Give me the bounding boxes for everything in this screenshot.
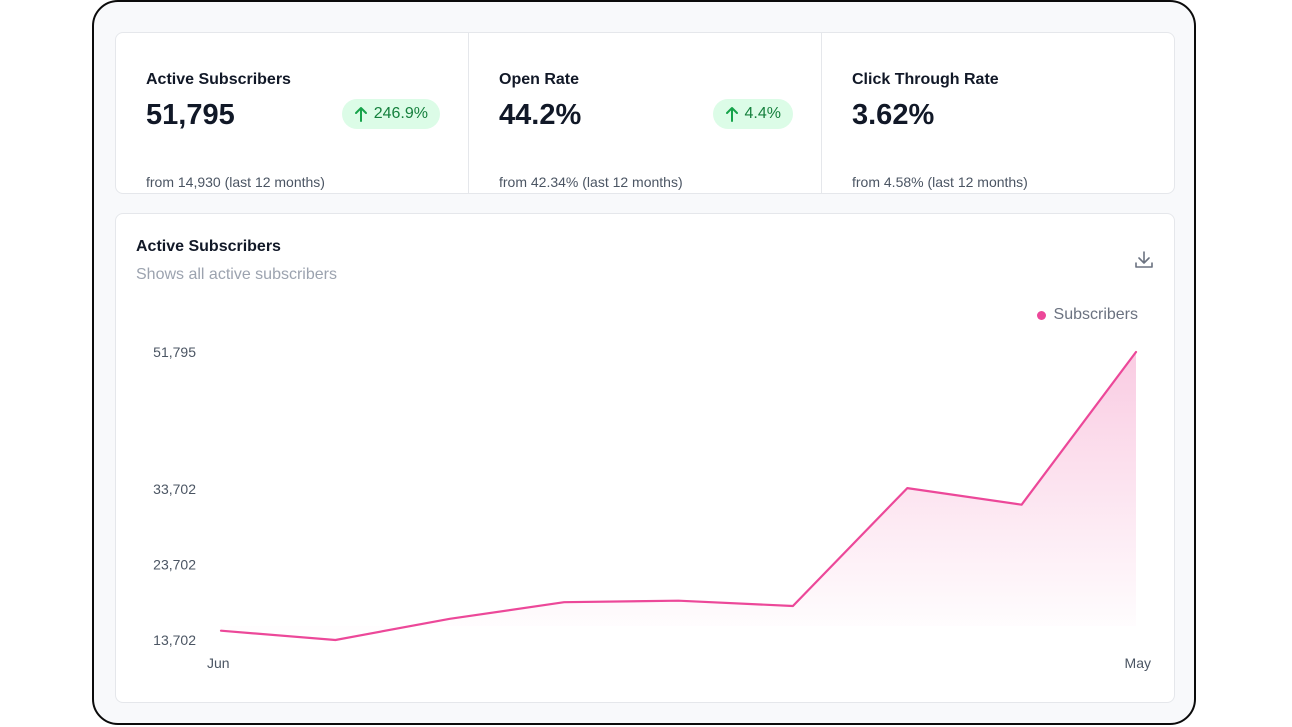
stat-label: Active Subscribers (146, 71, 291, 88)
chart-subtitle: Shows all active subscribers (136, 266, 337, 283)
subscribers-area-chart: 13,702 23,702 33,702 51,795 Jun May (153, 344, 1151, 671)
stat-value: 44.2% (499, 99, 582, 131)
stat-value: 51,795 (146, 99, 235, 131)
series-line-subscribers (219, 350, 1138, 642)
stat-sub: from 42.34% (last 12 months) (499, 174, 683, 190)
chart-legend: Subscribers (1036, 306, 1138, 324)
stat-card-active-subscribers: Active Subscribers 51,795 246.9% from 14… (116, 33, 469, 193)
stat-label: Open Rate (499, 71, 580, 88)
change-badge: 246.9% (341, 99, 440, 129)
y-tick-label: 23,702 (153, 556, 196, 572)
stats-row: Active Subscribers 51,795 246.9% from 14… (115, 32, 1175, 194)
stat-sub: from 14,930 (last 12 months) (146, 174, 325, 190)
series-area-subscribers (221, 352, 1136, 640)
stat-label: Click Through Rate (852, 71, 999, 88)
y-tick-label: 33,702 (153, 481, 196, 497)
stat-value: 3.62% (852, 99, 935, 131)
arrow-up-icon (725, 107, 738, 122)
change-value: 4.4% (744, 105, 781, 122)
y-tick-label: 13,702 (153, 632, 196, 648)
arrow-up-icon (354, 107, 367, 122)
stat-card-click-through-rate: Click Through Rate 3.62% from 4.58% (las… (822, 33, 1174, 193)
x-tick-label: May (1125, 655, 1151, 671)
x-tick-label: Jun (207, 655, 230, 671)
download-icon[interactable] (1132, 248, 1156, 272)
change-value: 246.9% (373, 105, 428, 122)
chart-card: Active Subscribers Shows all active subs… (115, 213, 1175, 703)
stat-sub: from 4.58% (last 12 months) (852, 174, 1028, 190)
stat-card-open-rate: Open Rate 44.2% 4.4% from 42.34% (last 1… (469, 33, 822, 193)
chart-title: Active Subscribers (136, 238, 281, 255)
legend-label: Subscribers (1053, 306, 1138, 323)
legend-dot (1036, 310, 1046, 320)
dashboard-frame: Active Subscribers 51,795 246.9% from 14… (92, 0, 1196, 725)
y-tick-label: 51,795 (153, 344, 196, 360)
change-badge: 4.4% (712, 99, 793, 129)
